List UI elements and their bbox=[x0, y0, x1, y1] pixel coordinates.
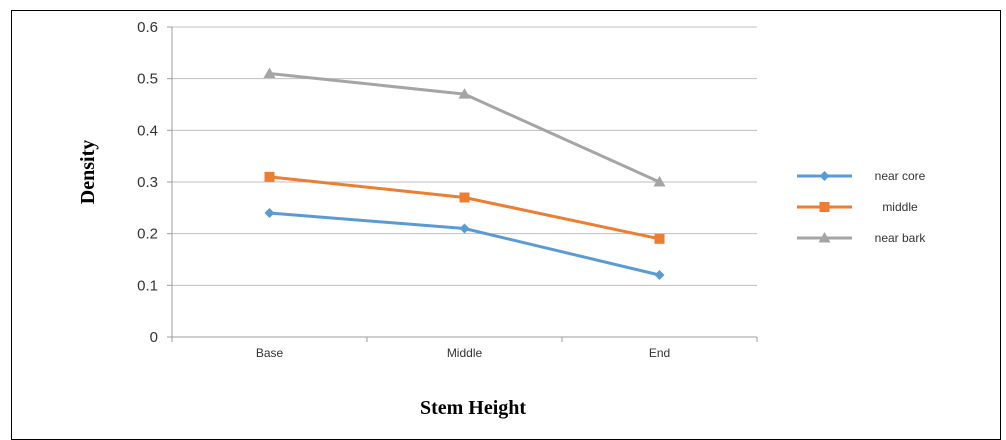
legend-swatch-marker bbox=[818, 232, 831, 243]
y-tick-label: 0.3 bbox=[137, 174, 158, 191]
y-tick-label: 0.6 bbox=[137, 19, 158, 36]
y-tick-labels: 0 0.1 0.2 0.3 0.4 0.5 0.6 bbox=[137, 19, 158, 346]
x-axis-title: Stem Height bbox=[420, 397, 526, 419]
series-near-bark bbox=[263, 67, 666, 187]
y-tick-label: 0.1 bbox=[137, 277, 158, 294]
data-point bbox=[264, 208, 275, 218]
y-tick-label: 0.5 bbox=[137, 71, 158, 88]
x-tick-label: Middle bbox=[447, 346, 483, 360]
data-point bbox=[459, 192, 470, 203]
data-point bbox=[263, 67, 276, 78]
legend-label: middle bbox=[882, 200, 918, 214]
x-tick-label: End bbox=[649, 346, 670, 360]
y-tick-label: 0.4 bbox=[137, 122, 158, 139]
y-tick-label: 0 bbox=[150, 329, 158, 346]
series-group bbox=[263, 67, 666, 280]
gridlines bbox=[172, 26, 757, 286]
data-point bbox=[653, 176, 666, 187]
legend-entry: near bark bbox=[797, 231, 926, 245]
legend-entry: near core bbox=[797, 169, 926, 183]
series-middle bbox=[264, 171, 665, 244]
data-point bbox=[459, 223, 470, 234]
legend-label: near core bbox=[875, 169, 926, 183]
y-tick-label: 0.2 bbox=[137, 226, 158, 243]
series-line bbox=[269, 211, 660, 277]
legend-swatch-marker bbox=[819, 202, 830, 212]
x-tick-labels: Base Middle End bbox=[256, 346, 670, 360]
legend-entry: middle bbox=[797, 200, 918, 214]
data-point bbox=[654, 270, 665, 280]
chart-frame bbox=[11, 10, 1001, 440]
series-near-core bbox=[264, 208, 665, 280]
data-point bbox=[264, 171, 275, 182]
data-point bbox=[654, 233, 665, 244]
data-point bbox=[458, 88, 471, 99]
axes bbox=[167, 26, 758, 342]
legend: near core middle near bark bbox=[797, 169, 926, 245]
legend-label: near bark bbox=[875, 231, 927, 245]
y-axis-title: Density bbox=[77, 140, 99, 204]
legend-swatch-marker bbox=[819, 171, 830, 181]
x-tick-label: Base bbox=[256, 346, 284, 360]
